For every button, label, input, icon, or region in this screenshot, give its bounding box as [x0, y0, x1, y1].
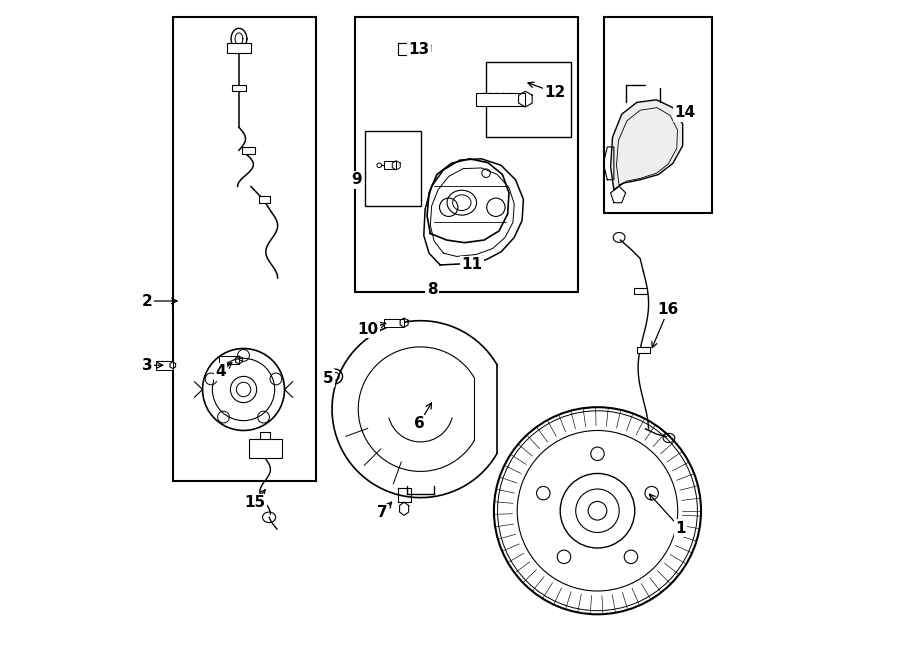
- Text: 7: 7: [377, 505, 388, 520]
- Text: 5: 5: [323, 371, 333, 386]
- Bar: [384, 319, 404, 327]
- Text: 11: 11: [461, 257, 482, 272]
- Text: 4: 4: [215, 364, 226, 379]
- Bar: [637, 347, 650, 354]
- Text: 15: 15: [244, 495, 266, 510]
- Text: 13: 13: [409, 42, 430, 58]
- Bar: [174, 17, 316, 481]
- Text: 2: 2: [142, 293, 153, 309]
- Bar: [486, 61, 572, 137]
- Text: 6: 6: [414, 416, 425, 431]
- Bar: [220, 356, 238, 364]
- Polygon shape: [610, 100, 683, 190]
- Bar: [604, 17, 712, 213]
- Text: 12: 12: [544, 85, 565, 100]
- Bar: [157, 361, 173, 369]
- Bar: [227, 43, 251, 54]
- Text: 10: 10: [357, 322, 379, 336]
- Text: 16: 16: [658, 302, 679, 317]
- Bar: [476, 93, 526, 106]
- Text: 1: 1: [676, 521, 686, 536]
- Bar: [232, 85, 246, 91]
- Bar: [398, 43, 425, 55]
- Text: 9: 9: [352, 173, 362, 187]
- Bar: [242, 147, 256, 153]
- Bar: [248, 439, 282, 458]
- Polygon shape: [428, 159, 509, 243]
- Text: 3: 3: [142, 358, 152, 373]
- Text: 8: 8: [427, 282, 437, 297]
- Bar: [355, 17, 578, 292]
- Bar: [364, 131, 420, 206]
- Text: 14: 14: [674, 105, 695, 120]
- Bar: [258, 196, 270, 203]
- Bar: [384, 161, 396, 169]
- Bar: [634, 288, 646, 294]
